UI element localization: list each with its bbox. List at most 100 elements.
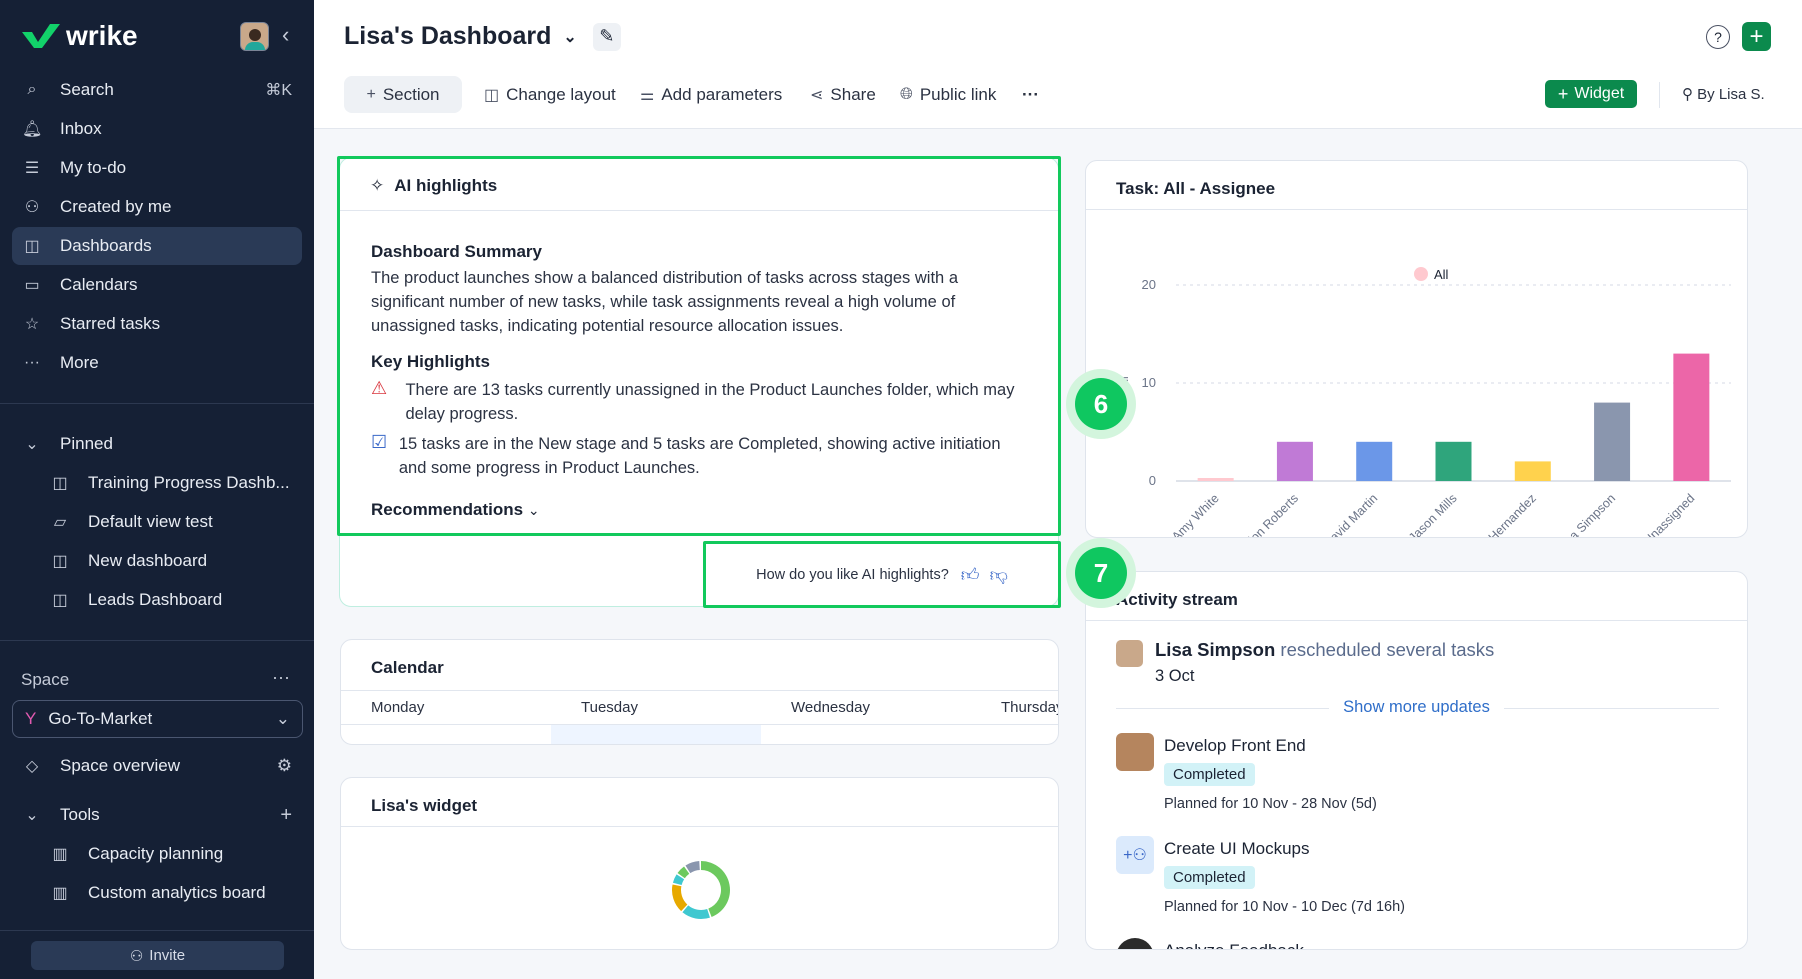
divider <box>0 930 314 931</box>
owner-filter[interactable]: ⚲ By Lisa S. <box>1682 86 1765 103</box>
summary-text: The product launches show a balanced dis… <box>371 269 958 335</box>
layout-icon: ◫ <box>484 86 500 104</box>
create-button[interactable]: + <box>1742 22 1771 51</box>
divider <box>340 210 1058 211</box>
bar <box>1356 441 1393 481</box>
sparkle-icon: ✧ <box>370 176 385 195</box>
sidebar-item-inbox[interactable]: 🔔︎ Inbox <box>22 119 102 138</box>
sliders-icon: ⚌ <box>640 86 655 104</box>
thumbs-down-icon[interactable]: 👎︎ <box>989 564 1008 585</box>
avatar[interactable] <box>240 22 269 51</box>
chevron-down-icon: ⌄ <box>25 436 39 453</box>
invite-button[interactable]: ⚇ Invite <box>31 941 284 970</box>
sidebar-item-starred-tasks[interactable]: ☆ Starred tasks <box>12 305 302 343</box>
assign-user-icon: +⚇ <box>1116 836 1154 874</box>
page-title[interactable]: Lisa's Dashboard ⌄ ✎ <box>344 22 621 51</box>
task-link[interactable]: Create UI Mockups <box>1164 839 1310 858</box>
planned-dates: Planned for 10 Nov - 28 Nov (5d) <box>1164 796 1377 812</box>
tools-toggle[interactable]: ⌄ Tools + <box>12 796 302 834</box>
task-link[interactable]: Develop Front End <box>1164 736 1306 755</box>
sidebar: wrike ‹ ⌕ Search ⌘K 🔔︎ Inbox ☰ My to-do ⚇ Cre… <box>0 0 314 979</box>
pinned-item[interactable]: ◫ Training Progress Dashb... <box>12 464 302 502</box>
donut-slice <box>701 861 730 917</box>
bar <box>1435 441 1472 481</box>
share-button[interactable]: ⋖ Share <box>810 84 876 104</box>
activity-stream-widget: Activity stream Lisa Simpson rescheduled… <box>1085 571 1748 950</box>
donut-chart <box>672 861 730 919</box>
ai-highlights-widget: ✧ AI highlights Dashboard Summary The pro… <box>339 157 1059 607</box>
sidebar-item-my-todo[interactable]: ☰ My to-do <box>12 149 302 187</box>
pinned-item[interactable]: ▱ Default view test <box>12 503 302 541</box>
tool-item[interactable]: ▥ Capacity planning <box>12 835 302 873</box>
x-tick-label: David Martin <box>1321 491 1381 537</box>
help-icon[interactable]: ? <box>1706 25 1730 49</box>
dashboard-icon: ◫ <box>52 592 68 609</box>
donut-slice <box>672 884 688 912</box>
x-tick-label: Jason Mills <box>1406 491 1460 537</box>
space-selector[interactable]: Y Go-To-Market ⌄ <box>12 700 303 738</box>
activity-headline: Lisa Simpson rescheduled several tasks <box>1155 639 1495 660</box>
collapse-sidebar-icon[interactable]: ‹ <box>282 22 290 47</box>
dashboard-icon: ◫ <box>24 238 40 255</box>
day-header: Monday <box>371 699 425 716</box>
activity-date: 3 Oct <box>1155 667 1195 685</box>
more-options-icon[interactable]: ··· <box>1022 84 1039 104</box>
widget-title: ✧ AI highlights <box>370 176 498 195</box>
lisas-widget: Lisa's widget <box>340 777 1059 950</box>
user-icon: ⚲ <box>1682 86 1698 103</box>
pinned-item[interactable]: ◫ Leads Dashboard <box>12 581 302 619</box>
sidebar-item-space-overview[interactable]: ◇ Space overview ⚙ <box>12 747 302 785</box>
analytics-icon: ▥ <box>52 846 68 863</box>
public-link-button[interactable]: 🌐︎ Public link <box>900 84 997 104</box>
today-cell[interactable] <box>551 725 761 744</box>
plus-icon: + <box>1557 83 1569 104</box>
pinned-item[interactable]: ◫ New dashboard <box>12 542 302 580</box>
sidebar-item-dashboards[interactable]: ◫ Dashboards <box>12 227 302 265</box>
tool-item[interactable]: ▥ Custom analytics board <box>12 874 302 912</box>
summary-heading: Dashboard Summary <box>371 242 542 261</box>
day-header: Wednesday <box>791 699 870 716</box>
sidebar-item-created-by-me[interactable]: ⚇ Created by me <box>12 188 302 226</box>
key-highlights-heading: Key Highlights <box>371 352 491 371</box>
step-badge-6: 6 <box>1066 369 1136 439</box>
dashboard-icon: ◫ <box>52 475 68 492</box>
highlight-item: ⚠ There are 13 tasks currently unassigned… <box>371 378 1031 426</box>
recommendations-toggle[interactable]: Recommendations ⌄ <box>371 500 540 519</box>
chevron-down-icon: ⌄ <box>527 502 540 518</box>
avatar <box>1116 733 1154 771</box>
status-badge: Completed <box>1164 866 1255 889</box>
analytics-icon: ▥ <box>52 885 68 902</box>
add-user-icon: ⚇ <box>129 947 144 965</box>
user-arrow-icon: ⚇ <box>24 199 40 216</box>
add-section-button[interactable]: + Section <box>344 76 462 113</box>
step-badge-7: 7 <box>1066 538 1136 608</box>
change-layout-button[interactable]: ◫ Change layout <box>484 84 616 104</box>
add-parameters-button[interactable]: ⚌ Add parameters <box>640 84 783 104</box>
show-more-wrap: Show more updates <box>1086 698 1747 717</box>
task-link[interactable]: Analyze Feedback <box>1164 941 1304 949</box>
add-widget-button[interactable]: + Widget <box>1545 80 1637 108</box>
add-tool-icon[interactable]: + <box>280 803 292 826</box>
pin-icon[interactable]: ✎ <box>592 22 621 51</box>
sidebar-item-more[interactable]: ··· More <box>24 353 99 372</box>
chevron-down-icon[interactable]: ⌄ <box>563 28 577 46</box>
show-more-updates-link[interactable]: Show more updates <box>1329 698 1504 716</box>
space-icon: Y <box>25 709 37 728</box>
calendar-widget: Calendar Monday Tuesday Wednesday Thursd… <box>340 639 1059 745</box>
thumbs-up-icon[interactable]: 👍︎ <box>960 564 980 585</box>
checkbox-icon: ☑ <box>371 432 388 452</box>
legend-label: All <box>1434 267 1449 282</box>
wrike-logo[interactable]: wrike <box>20 20 138 52</box>
space-more-icon[interactable]: ··· <box>272 667 290 687</box>
gear-icon[interactable]: ⚙ <box>276 756 292 775</box>
y-tick-label: 10 <box>1142 375 1156 390</box>
sidebar-item-calendars[interactable]: ▭ Calendars <box>12 266 302 304</box>
bar <box>1673 353 1710 481</box>
folder-icon: ▱ <box>53 514 67 531</box>
bar <box>1276 441 1313 481</box>
sidebar-search[interactable]: ⌕ Search ⌘K <box>12 71 302 109</box>
y-tick-label: 0 <box>1149 473 1156 488</box>
pinned-toggle[interactable]: ⌄ Pinned <box>12 425 302 463</box>
plus-icon: + <box>366 85 376 103</box>
